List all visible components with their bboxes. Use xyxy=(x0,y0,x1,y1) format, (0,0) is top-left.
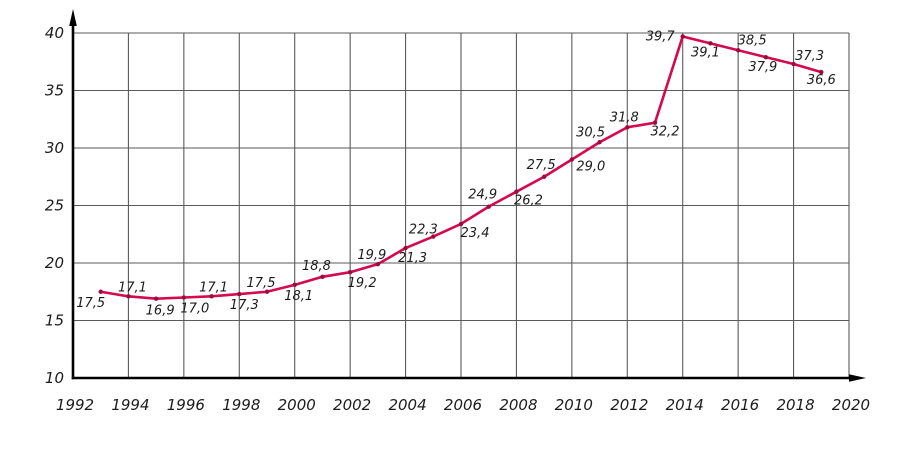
data-point-label: 23,4 xyxy=(461,226,490,241)
data-point-marker xyxy=(541,174,547,179)
data-point-label: 17,1 xyxy=(118,280,147,295)
data-point-marker xyxy=(264,289,270,294)
x-tick-label: 1998 xyxy=(222,396,260,414)
x-tick-label: 2000 xyxy=(278,396,316,414)
data-point-label: 19,2 xyxy=(348,276,377,291)
data-point-label: 18,8 xyxy=(302,259,331,274)
data-point-label: 17,1 xyxy=(199,280,228,295)
data-point-marker xyxy=(403,245,408,251)
data-point-label: 21,3 xyxy=(398,251,427,266)
y-tick-label: 40 xyxy=(45,24,64,42)
x-tick-label: 2004 xyxy=(388,396,426,414)
data-point-label: 27,5 xyxy=(527,158,556,173)
data-point-label: 38,5 xyxy=(738,33,767,48)
x-tick-label: 2006 xyxy=(444,396,482,414)
data-point-marker xyxy=(708,41,713,46)
data-point-label: 32,2 xyxy=(651,125,680,140)
y-tick-label: 10 xyxy=(45,369,64,387)
data-point-marker xyxy=(486,204,491,209)
data-point-label: 17,5 xyxy=(247,276,276,291)
y-tick-label: 35 xyxy=(45,82,64,100)
data-point-label: 36,6 xyxy=(807,73,836,88)
x-tick-label: 2014 xyxy=(666,396,704,414)
x-tick-label: 2008 xyxy=(499,396,537,414)
data-point-marker xyxy=(209,294,214,299)
data-point-label: 17,5 xyxy=(76,296,105,311)
data-point-label: 26,2 xyxy=(514,194,543,209)
data-point-label: 31,8 xyxy=(610,110,639,125)
data-point-marker xyxy=(126,294,131,299)
y-tick-label: 25 xyxy=(45,197,64,215)
data-point-marker xyxy=(763,54,769,60)
data-point-marker xyxy=(819,69,824,75)
data-point-marker xyxy=(652,120,658,125)
data-point-label: 29,0 xyxy=(576,160,605,175)
data-point-label: 39,1 xyxy=(691,45,720,60)
data-point-label: 22,3 xyxy=(409,223,438,238)
data-point-marker xyxy=(625,125,630,130)
x-tick-label: 2018 xyxy=(776,396,814,414)
data-point-marker xyxy=(791,61,796,67)
data-point-label: 24,9 xyxy=(468,188,497,203)
x-tick-label: 2010 xyxy=(555,396,593,414)
data-point-marker xyxy=(569,157,575,162)
data-point-label: 16,9 xyxy=(146,304,175,319)
data-point-label: 30,5 xyxy=(576,125,605,140)
data-point-marker xyxy=(98,289,103,294)
data-point-label: 19,9 xyxy=(357,248,386,263)
data-point-label: 37,3 xyxy=(795,49,824,64)
data-point-marker xyxy=(458,221,464,227)
data-point-marker xyxy=(181,295,187,300)
data-point-marker xyxy=(292,282,297,288)
data-point-marker xyxy=(320,274,325,279)
y-tick-label: 15 xyxy=(45,312,64,330)
data-point-marker xyxy=(735,48,741,53)
data-point-marker xyxy=(597,140,602,145)
data-point-marker xyxy=(375,261,381,267)
data-point-label: 18,1 xyxy=(284,289,313,304)
y-tick-label: 20 xyxy=(45,254,64,272)
x-tick-label: 2020 xyxy=(832,396,870,414)
data-point-label: 37,9 xyxy=(748,60,777,75)
x-tick-label: 2012 xyxy=(610,396,648,414)
x-tick-label: 1996 xyxy=(167,396,205,414)
x-tick-label: 1994 xyxy=(111,396,149,414)
y-tick-label: 30 xyxy=(45,139,64,157)
data-point-marker xyxy=(431,234,436,239)
y-axis-arrowhead xyxy=(69,9,77,26)
data-point-label: 17,3 xyxy=(230,298,259,313)
data-point-marker xyxy=(237,291,242,297)
data-point-marker xyxy=(347,270,353,275)
data-point-marker xyxy=(153,296,159,301)
x-tick-label: 1992 xyxy=(56,396,94,414)
data-point-marker xyxy=(514,189,519,194)
x-axis-arrowhead xyxy=(849,374,866,382)
data-point-label: 17,0 xyxy=(180,302,209,317)
data-point-label: 39,7 xyxy=(646,29,676,44)
x-tick-label: 2002 xyxy=(333,396,371,414)
x-tick-label: 2016 xyxy=(721,396,759,414)
data-point-marker xyxy=(680,34,685,39)
